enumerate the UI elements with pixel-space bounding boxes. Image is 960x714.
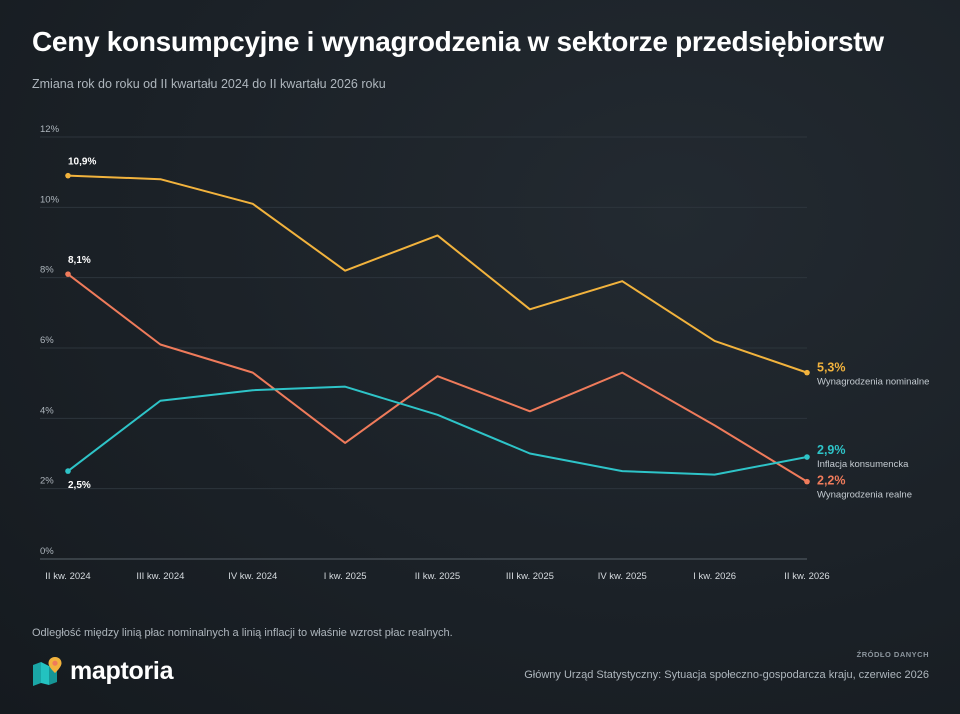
data-point [65, 172, 71, 179]
data-point [804, 454, 810, 460]
y-tick-label: 4% [40, 405, 54, 416]
source-label: ŹRÓDŁO DANYCH [856, 650, 929, 659]
y-tick-label: 2% [40, 476, 54, 487]
brand-logo-block[interactable]: maptoria [32, 654, 173, 688]
start-value-label: 8,1% [68, 255, 91, 266]
end-value-label: 5,3% [817, 361, 846, 375]
y-tick-label: 0% [40, 546, 54, 557]
series-name-label: Wynagrodzenia nominalne [817, 377, 929, 388]
series-name-label: Wynagrodzenia realne [817, 490, 912, 501]
x-tick-label: II kw. 2025 [415, 571, 460, 582]
data-point [65, 271, 71, 277]
end-value-label: 2,9% [817, 443, 846, 457]
x-tick-label: IV kw. 2024 [228, 571, 277, 582]
chart-title: Ceny konsumpcyjne i wynagrodzenia w sekt… [32, 26, 884, 57]
y-tick-label: 6% [40, 335, 54, 346]
line-chart: 0% 2% 4% 6% 8% 10% 12% II kw. 2024 III kw. 2024… [40, 124, 929, 582]
x-tick-label: II kw. 2026 [784, 571, 829, 582]
y-tick-label: 8% [40, 265, 54, 276]
series-lines [65, 172, 810, 485]
x-tick-label: II kw. 2024 [45, 571, 90, 582]
x-tick-label: III kw. 2024 [136, 571, 184, 582]
series-name-label: Inflacja konsumencka [817, 459, 909, 470]
chart-note: Odległość między linią płac nominalnych … [32, 627, 453, 639]
data-point [804, 478, 810, 485]
start-value-label: 10,9% [68, 157, 96, 168]
y-tick-label: 10% [40, 194, 60, 205]
x-tick-label: I kw. 2025 [324, 571, 367, 582]
x-tick-label: III kw. 2025 [506, 571, 554, 582]
x-tick-label: I kw. 2026 [693, 571, 736, 582]
brand-name: maptoria [70, 656, 174, 685]
data-point [65, 468, 71, 474]
x-tick-label: IV kw. 2025 [598, 571, 647, 582]
end-value-label: 2,2% [817, 474, 846, 488]
y-tick-label: 12% [40, 124, 60, 135]
data-labels: 10,9% 5,3% Wynagrodzenia nominalne 8,1% 2,2%… [68, 157, 929, 501]
series-line-inflacja-konsumencka [67, 385, 808, 476]
chart-subtitle: Zmiana rok do roku od II kwartału 2024 d… [32, 77, 386, 91]
data-point [804, 369, 810, 376]
series-line-wynagrodzenia-nominalne [67, 174, 808, 374]
grid-lines [40, 136, 807, 560]
series-line-wynagrodzenia-realne [67, 273, 808, 483]
y-axis-ticks: 0% 2% 4% 6% 8% 10% 12% [40, 124, 60, 557]
source-text: Główny Urząd Statystyczny: Sytuacja społ… [524, 669, 929, 681]
x-axis-ticks: II kw. 2024 III kw. 2024 IV kw. 2024 I kw. … [45, 571, 829, 582]
map-pin-logo-icon [33, 657, 62, 686]
start-value-label: 2,5% [68, 480, 91, 491]
